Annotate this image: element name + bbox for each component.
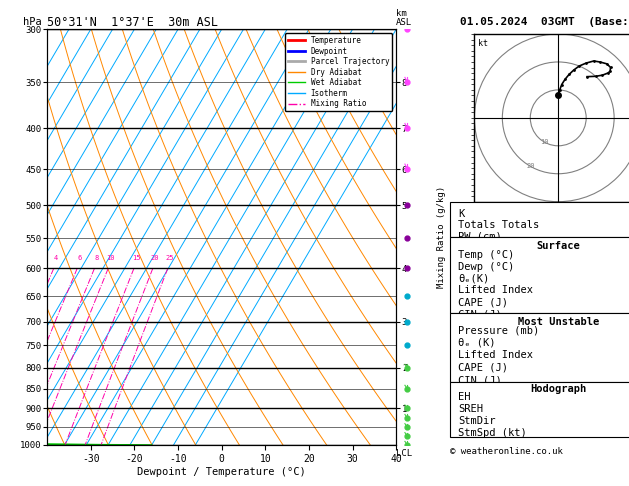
FancyBboxPatch shape <box>450 202 629 237</box>
Text: EH: EH <box>459 392 471 401</box>
X-axis label: Dewpoint / Temperature (°C): Dewpoint / Temperature (°C) <box>137 467 306 477</box>
Text: 20: 20 <box>526 163 535 169</box>
Text: 10: 10 <box>106 255 115 261</box>
FancyBboxPatch shape <box>450 382 629 437</box>
Text: StmSpd (kt): StmSpd (kt) <box>459 428 527 437</box>
FancyBboxPatch shape <box>450 237 629 313</box>
Text: Dewp (°C): Dewp (°C) <box>459 261 515 272</box>
Text: Surface: Surface <box>537 241 580 250</box>
Text: K: K <box>459 208 465 219</box>
Text: 25: 25 <box>165 255 174 261</box>
Legend: Temperature, Dewpoint, Parcel Trajectory, Dry Adiabat, Wet Adiabat, Isotherm, Mi: Temperature, Dewpoint, Parcel Trajectory… <box>285 33 392 111</box>
Text: km
ASL: km ASL <box>396 9 413 27</box>
Text: LCL: LCL <box>396 449 413 458</box>
Text: CAPE (J): CAPE (J) <box>459 363 508 373</box>
Text: 4: 4 <box>54 255 58 261</box>
Text: θₑ (K): θₑ (K) <box>459 338 496 347</box>
Text: CAPE (J): CAPE (J) <box>459 297 508 307</box>
Text: Lifted Index: Lifted Index <box>459 350 533 360</box>
FancyBboxPatch shape <box>450 313 629 382</box>
Text: Lifted Index: Lifted Index <box>459 285 533 295</box>
Text: Temp (°C): Temp (°C) <box>459 250 515 260</box>
Text: hPa: hPa <box>23 17 42 27</box>
Text: 20: 20 <box>151 255 159 261</box>
Text: kt: kt <box>478 39 487 48</box>
Text: 8: 8 <box>95 255 99 261</box>
Text: SREH: SREH <box>459 403 484 414</box>
Text: © weatheronline.co.uk: © weatheronline.co.uk <box>450 447 562 456</box>
Text: 01.05.2024  03GMT  (Base: 00): 01.05.2024 03GMT (Base: 00) <box>460 17 629 27</box>
Text: 50°31'N  1°37'E  30m ASL: 50°31'N 1°37'E 30m ASL <box>47 16 218 29</box>
Text: Hodograph: Hodograph <box>530 384 586 394</box>
Text: Pressure (mb): Pressure (mb) <box>459 325 540 335</box>
Text: 15: 15 <box>132 255 140 261</box>
Text: 10: 10 <box>540 139 548 145</box>
Text: Mixing Ratio (g/kg): Mixing Ratio (g/kg) <box>437 186 446 288</box>
Text: Most Unstable: Most Unstable <box>518 317 599 327</box>
Text: CIN (J): CIN (J) <box>459 309 502 319</box>
Text: 6: 6 <box>77 255 82 261</box>
Text: CIN (J): CIN (J) <box>459 375 502 385</box>
Text: Totals Totals: Totals Totals <box>459 220 540 230</box>
Text: StmDir: StmDir <box>459 416 496 426</box>
Text: θₑ(K): θₑ(K) <box>459 274 489 283</box>
Text: PW (cm): PW (cm) <box>459 231 502 241</box>
